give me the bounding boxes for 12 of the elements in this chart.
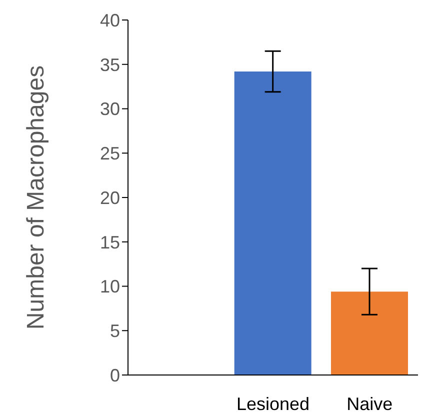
y-tick-label: 10 [100,276,120,297]
x-tick-label: Naive [346,394,393,414]
y-tick-label: 0 [110,365,120,386]
y-tick-label: 15 [100,232,120,252]
x-tick-label: Lesioned [236,394,310,414]
y-tick-label: 30 [100,99,120,120]
y-tick-label: 20 [100,188,120,208]
y-axis-title: Number of Macrophages [22,65,50,330]
y-tick-label: 35 [100,54,120,75]
y-tick-label: 40 [100,10,120,30]
y-tick-label: 25 [100,144,120,164]
y-tick-label: 5 [110,321,120,342]
